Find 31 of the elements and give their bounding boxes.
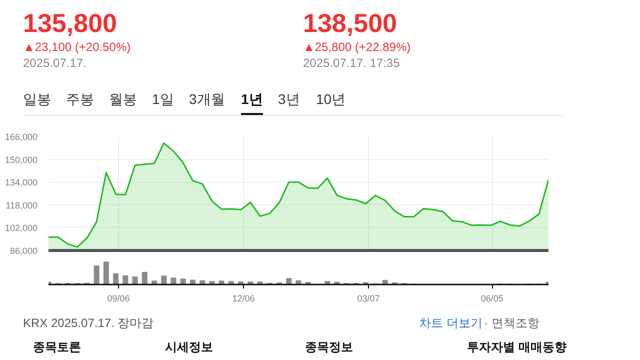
text: 138,500 — [303, 8, 397, 38]
text: 월봉 — [109, 90, 137, 109]
text: KRX 2025.07.17. 장마감 — [23, 315, 154, 332]
y-tick-label: 102,000 — [4, 223, 38, 234]
y-tick-label: 166,000 — [4, 132, 38, 142]
text: 시세정보 — [165, 339, 213, 356]
text: 차트 더보기 — [419, 315, 482, 332]
text: 2025.07.17. 17:35 — [303, 55, 400, 72]
text: 일봉 — [23, 90, 51, 109]
text: 종목정보 — [305, 339, 353, 356]
text: 투자자별 매매동향 — [467, 339, 566, 356]
text: ▲23,100 (+20.50%) — [23, 39, 131, 56]
x-tick-label: 12/06 — [232, 294, 255, 304]
x-tick-label: 06/05 — [480, 294, 504, 304]
text: 주봉 — [66, 90, 94, 109]
y-tick-label: 134,000 — [4, 178, 38, 188]
text: · 면책조항 — [484, 315, 540, 332]
text: 1일 — [152, 90, 174, 109]
text: 1년 — [241, 90, 263, 109]
text: 10년 — [316, 90, 346, 109]
y-tick-label: 86,000 — [10, 246, 38, 256]
text: 2025.07.17. — [23, 55, 86, 72]
text: ▲25,800 (+22.89%) — [303, 39, 411, 56]
x-tick-label: 09/06 — [107, 294, 130, 304]
x-tick-label: 03/07 — [357, 294, 380, 304]
text: 3년 — [278, 90, 300, 109]
y-tick-label: 150,000 — [4, 154, 38, 165]
text: 3개월 — [189, 90, 225, 109]
text: 135,800 — [23, 8, 117, 38]
y-tick-label: 118,000 — [6, 200, 38, 210]
text: 종목토론 — [33, 339, 81, 356]
